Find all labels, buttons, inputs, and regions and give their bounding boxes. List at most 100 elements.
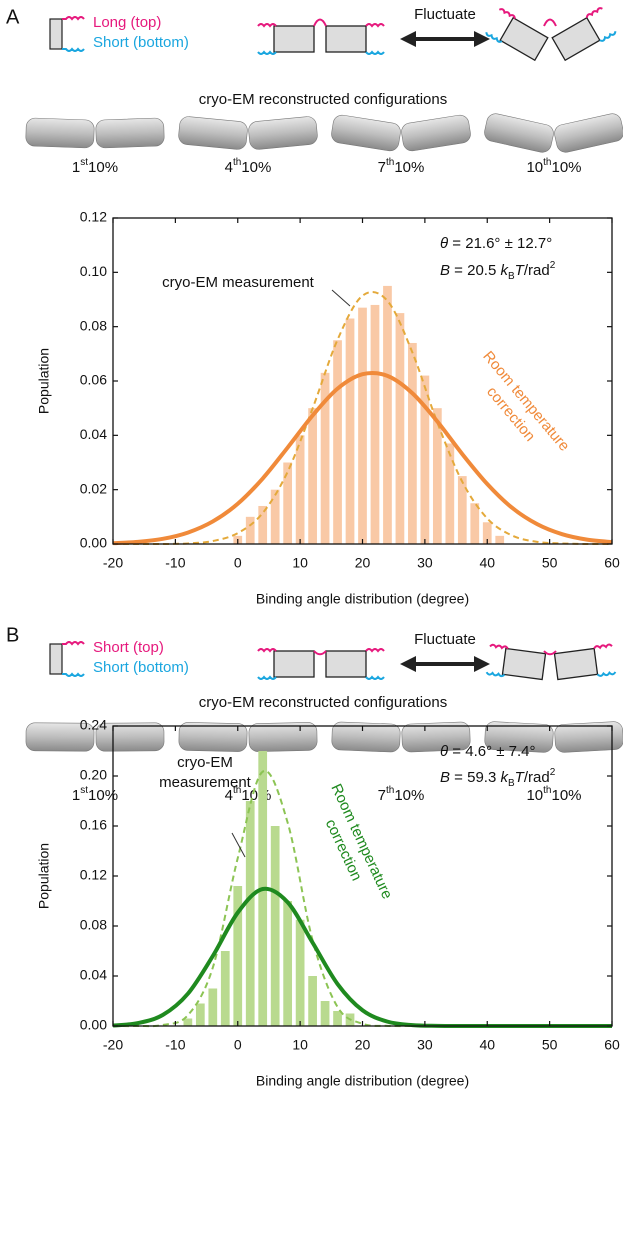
x-tick-label: 30 bbox=[417, 1037, 433, 1053]
configuration-label: 1st10% bbox=[72, 785, 118, 804]
reconstruction bbox=[401, 114, 471, 152]
configuration-percent: 10% bbox=[552, 787, 582, 804]
configuration-number: 7 bbox=[378, 787, 386, 804]
domain bbox=[485, 643, 547, 681]
configuration-suffix: st bbox=[80, 157, 88, 168]
configuration-number: 7 bbox=[378, 159, 386, 176]
panel-label: B bbox=[6, 624, 19, 646]
domain bbox=[257, 648, 315, 680]
x-tick-label: 40 bbox=[479, 1037, 495, 1053]
x-axis-label: Binding angle distribution (degree) bbox=[256, 1073, 469, 1089]
linker-bottom bbox=[485, 32, 503, 43]
domain-block bbox=[273, 650, 315, 678]
histogram-bar bbox=[345, 318, 355, 544]
stat-run: = 20.5 bbox=[450, 262, 500, 279]
linker-top bbox=[257, 23, 277, 28]
linker-bottom bbox=[365, 675, 385, 680]
stat-run: T bbox=[515, 769, 526, 786]
arrow-label: Fluctuate bbox=[414, 6, 476, 23]
y-tick-label: 0.12 bbox=[80, 867, 107, 883]
histogram-bar bbox=[283, 462, 293, 544]
x-tick-label: 0 bbox=[234, 1037, 242, 1053]
linker-middle bbox=[543, 18, 557, 27]
configuration-percent: 10% bbox=[241, 159, 271, 176]
y-tick-label: 0.00 bbox=[80, 535, 107, 551]
histogram-bar bbox=[308, 408, 317, 544]
linker-bottom bbox=[257, 50, 277, 55]
histogram-bar bbox=[208, 988, 218, 1026]
configuration-suffix: th bbox=[386, 157, 394, 168]
reconstruction-domain bbox=[25, 117, 95, 149]
stat-run: k bbox=[500, 769, 509, 786]
domain-block bbox=[499, 16, 549, 62]
histogram-bar bbox=[358, 307, 367, 544]
y-tick-label: 0.20 bbox=[80, 767, 107, 783]
legend-bottom-label: Short (bottom) bbox=[93, 659, 189, 676]
stat-run: B bbox=[508, 778, 515, 789]
y-tick-label: 0.16 bbox=[80, 817, 107, 833]
reconstruction-domain bbox=[484, 113, 554, 153]
arrow-label: Fluctuate bbox=[414, 631, 476, 648]
histogram-bar bbox=[395, 313, 405, 544]
y-tick-label: 0.08 bbox=[80, 317, 107, 333]
domain-block bbox=[501, 647, 547, 681]
stat-run: 2 bbox=[550, 767, 556, 778]
histogram-bar bbox=[333, 1011, 342, 1026]
reconstruction-domain bbox=[331, 114, 401, 152]
histogram-bar bbox=[408, 342, 417, 544]
y-tick-label: 0.08 bbox=[80, 917, 107, 933]
reconstruction-domain bbox=[25, 722, 95, 752]
histogram-bar bbox=[370, 304, 380, 544]
y-tick-label: 0.04 bbox=[80, 967, 107, 983]
y-tick-label: 0.24 bbox=[80, 717, 107, 733]
reconstruction bbox=[331, 721, 401, 753]
y-tick-label: 0.10 bbox=[80, 263, 107, 279]
reconstruction bbox=[401, 721, 471, 753]
stat-run: = 4.6° ± 7.4° bbox=[448, 743, 535, 760]
histogram-bar bbox=[245, 516, 255, 544]
configuration-number: 1 bbox=[72, 159, 80, 176]
reconstruction bbox=[331, 114, 401, 152]
stat-run: = 21.6° ± 12.7° bbox=[448, 235, 552, 252]
panel-label: A bbox=[6, 6, 20, 28]
leader-line bbox=[231, 832, 246, 858]
x-tick-label: -10 bbox=[165, 1037, 185, 1053]
configuration-suffix: th bbox=[233, 785, 241, 796]
configuration-number: 4 bbox=[225, 787, 233, 804]
x-tick-label: 20 bbox=[355, 555, 371, 571]
configuration-suffix: th bbox=[233, 157, 241, 168]
x-tick-label: 50 bbox=[542, 1037, 558, 1053]
linker-bottom bbox=[596, 671, 617, 677]
domain bbox=[325, 23, 385, 55]
solid-curve bbox=[112, 370, 613, 546]
legend-icon-block bbox=[49, 18, 63, 50]
histogram-bar bbox=[383, 285, 392, 544]
histogram-bar bbox=[482, 522, 492, 544]
linker-bottom bbox=[485, 671, 506, 678]
configuration-number: 1 bbox=[72, 787, 80, 804]
histogram-bar bbox=[245, 801, 255, 1026]
legend-icon-bottom bbox=[62, 47, 85, 52]
stat-run: B bbox=[508, 271, 515, 282]
reconstruction-domain bbox=[178, 722, 248, 752]
stat-run: B bbox=[440, 262, 450, 279]
x-tick-label: 50 bbox=[542, 555, 558, 571]
y-axis-label: Population bbox=[36, 843, 52, 909]
stat-run: k bbox=[500, 262, 509, 279]
linker-top bbox=[585, 7, 603, 18]
domain-block bbox=[273, 25, 315, 53]
reconstruction bbox=[484, 113, 554, 153]
stat-run: = 59.3 bbox=[450, 769, 500, 786]
y-tick-label: 0.02 bbox=[80, 480, 107, 496]
linker-top bbox=[498, 8, 516, 19]
linker-bottom bbox=[365, 50, 385, 55]
configuration-suffix: th bbox=[543, 157, 551, 168]
domain bbox=[325, 648, 385, 680]
stat-line: θ = 21.6° ± 12.7° bbox=[440, 235, 552, 252]
x-tick-label: 30 bbox=[417, 555, 433, 571]
reconstruction-domain bbox=[248, 116, 318, 150]
configuration-number: 4 bbox=[225, 159, 233, 176]
histogram-bar bbox=[270, 826, 280, 1026]
dashed-curve bbox=[112, 769, 612, 1028]
histogram-bar bbox=[320, 372, 330, 544]
